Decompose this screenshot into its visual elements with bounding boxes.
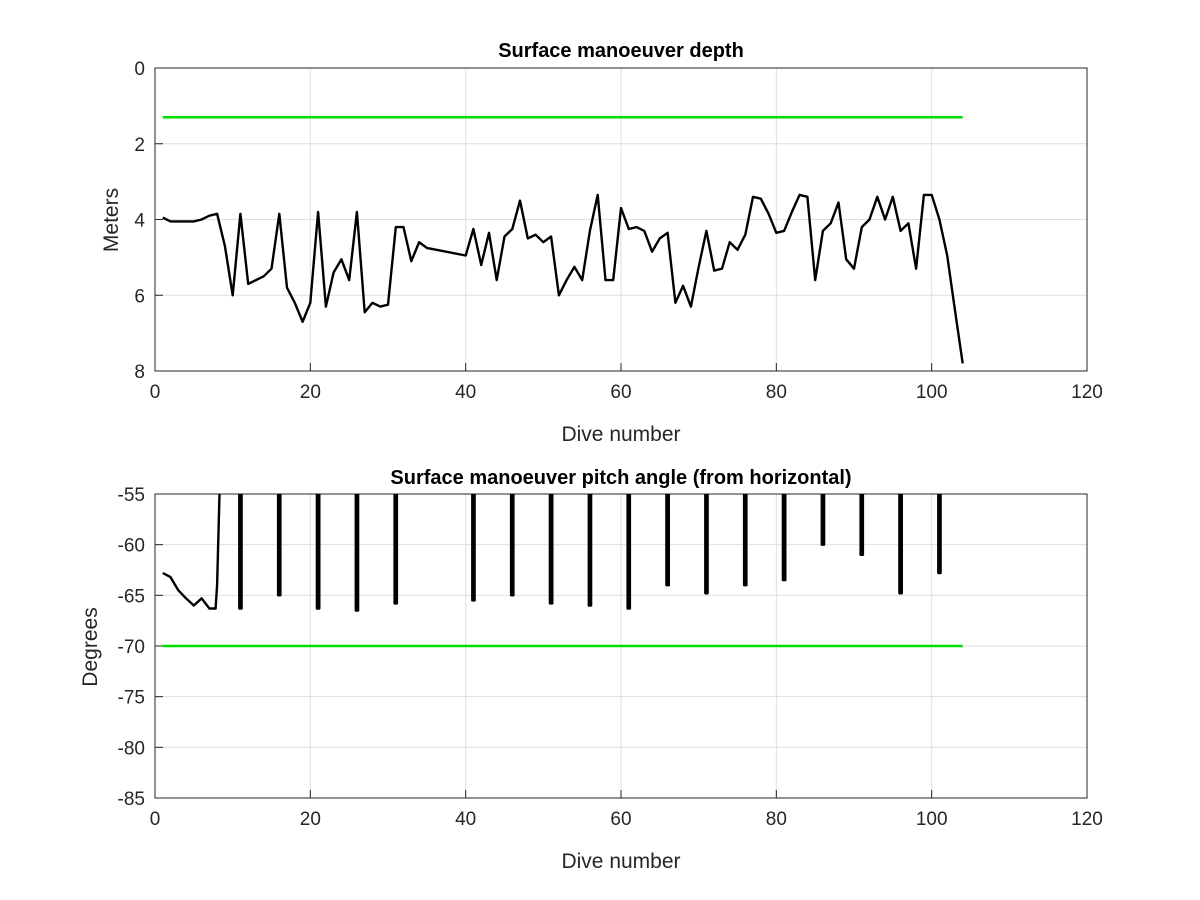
depth-plot: 0 20 40 60 80 100 120 0 2 4 6 8 Surface manoeuver d… (100, 40, 1103, 446)
depth-x-axis-label: Dive number (561, 423, 680, 446)
pitch-spike (665, 494, 670, 587)
pitch-spike (276, 494, 282, 597)
depth-plot-area (154, 67, 1088, 372)
depth-plot-title: Surface manoeuver depth (498, 40, 744, 62)
depth-x-tick-label: 100 (916, 382, 948, 403)
depth-x-tick-label: 80 (766, 382, 787, 403)
pitch-spike (820, 494, 826, 546)
pitch-y-tick-label: -80 (118, 738, 145, 759)
pitch-x-tick-label: 0 (150, 809, 161, 830)
pitch-tick-labels: 0 20 40 60 80 100 120 -55 -60 -65 -70 -75 -80 -85 (118, 485, 1103, 830)
depth-series (162, 193, 964, 364)
pitch-x-axis-label: Dive number (561, 850, 680, 873)
pitch-spike (354, 494, 360, 612)
depth-x-tick-label: 0 (150, 382, 161, 403)
depth-y-tick-label: 4 (134, 211, 145, 232)
pitch-x-tick-label: 20 (300, 809, 321, 830)
depth-grid (154, 67, 1088, 372)
pitch-y-tick-label: -55 (118, 485, 145, 506)
pitch-spike (781, 494, 787, 582)
pitch-spike (937, 494, 942, 575)
depth-tick-labels: 0 20 40 60 80 100 120 0 2 4 6 8 (134, 59, 1102, 403)
pitch-data-line (162, 493, 221, 610)
pitch-spike (704, 494, 709, 595)
pitch-spike (393, 494, 399, 605)
pitch-spike (548, 494, 554, 605)
depth-data-line (162, 193, 964, 364)
pitch-x-tick-label: 100 (916, 809, 948, 830)
pitch-plot-area (154, 493, 1088, 799)
pitch-spike (471, 494, 476, 602)
depth-y-tick-label: 2 (134, 135, 145, 156)
pitch-y-tick-label: -85 (118, 789, 145, 810)
pitch-spike (238, 494, 243, 610)
depth-x-tick-label: 60 (610, 382, 631, 403)
depth-x-tick-label: 40 (455, 382, 476, 403)
pitch-spike (626, 494, 632, 610)
pitch-spike (742, 494, 748, 587)
pitch-spike (587, 494, 593, 607)
pitch-spike (898, 494, 903, 595)
depth-x-tick-label: 120 (1071, 382, 1103, 403)
pitch-y-tick-label: -60 (118, 536, 145, 557)
pitch-y-tick-label: -65 (118, 586, 145, 607)
depth-y-tick-label: 0 (134, 59, 145, 80)
depth-y-tick-label: 8 (134, 362, 145, 383)
pitch-x-tick-label: 120 (1071, 809, 1103, 830)
pitch-spike (509, 494, 515, 597)
pitch-plot-title: Surface manoeuver pitch angle (from hori… (390, 467, 851, 489)
pitch-x-tick-label: 60 (610, 809, 631, 830)
pitch-y-tick-label: -70 (118, 637, 145, 658)
pitch-spike (315, 494, 321, 610)
depth-y-axis-label: Meters (100, 188, 123, 252)
depth-y-tick-label: 6 (134, 286, 145, 307)
pitch-series (162, 493, 942, 612)
pitch-x-tick-label: 40 (455, 809, 476, 830)
pitch-x-tick-label: 80 (766, 809, 787, 830)
pitch-y-tick-label: -75 (118, 688, 145, 709)
pitch-y-axis-label: Degrees (79, 607, 102, 686)
depth-x-tick-label: 20 (300, 382, 321, 403)
pitch-spike (859, 494, 865, 556)
pitch-plot: 0 20 40 60 80 100 120 -55 -60 -65 -70 -75 -80 -85 Sur… (79, 467, 1103, 873)
